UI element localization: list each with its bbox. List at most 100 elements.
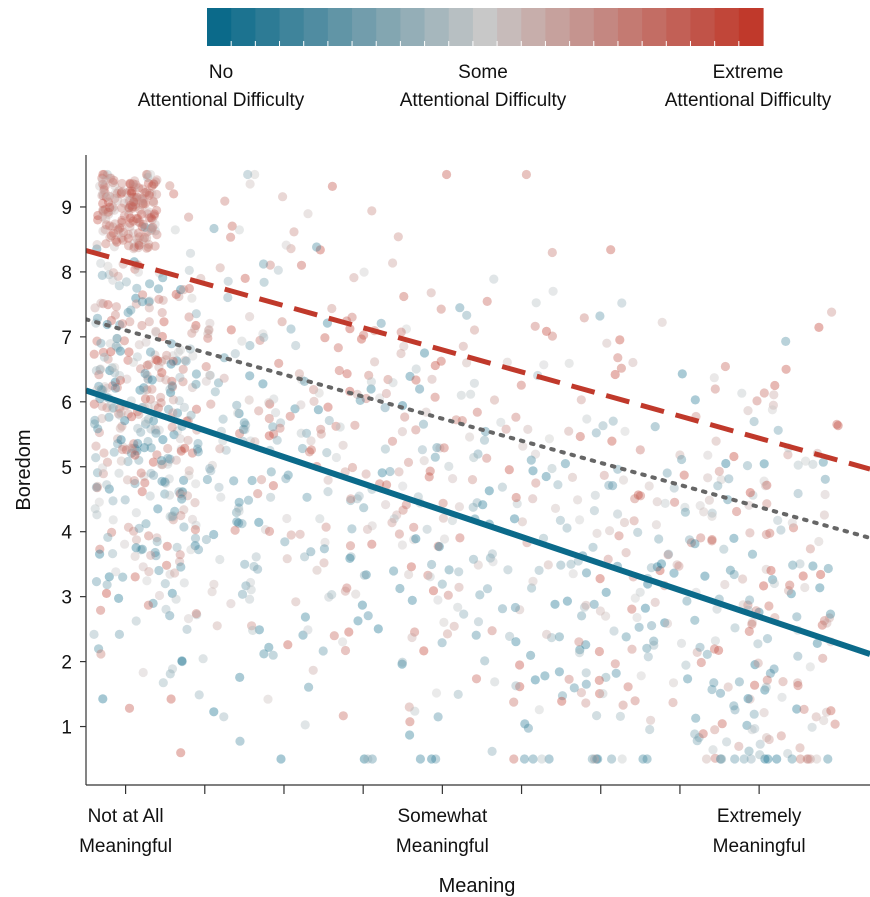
data-point bbox=[167, 588, 177, 599]
data-point bbox=[92, 481, 102, 491]
data-point bbox=[617, 298, 627, 308]
data-point bbox=[235, 672, 245, 683]
data-point bbox=[419, 456, 429, 466]
data-point bbox=[134, 232, 145, 242]
data-point bbox=[389, 514, 399, 524]
data-point bbox=[479, 435, 490, 445]
data-point bbox=[643, 652, 653, 662]
data-point bbox=[334, 365, 344, 376]
data-point bbox=[109, 242, 119, 252]
data-point bbox=[415, 384, 425, 394]
data-point bbox=[650, 422, 660, 432]
data-point bbox=[91, 577, 102, 587]
data-point bbox=[116, 456, 126, 466]
data-point bbox=[447, 515, 457, 526]
data-point bbox=[607, 436, 617, 446]
data-point bbox=[387, 436, 398, 446]
data-point bbox=[710, 636, 721, 646]
data-point bbox=[762, 499, 772, 509]
data-point bbox=[110, 377, 120, 387]
data-point bbox=[142, 243, 152, 253]
data-point bbox=[296, 260, 307, 270]
data-point bbox=[346, 494, 356, 504]
data-point bbox=[168, 351, 178, 361]
data-point bbox=[488, 557, 498, 567]
data-point bbox=[321, 522, 331, 532]
data-point bbox=[241, 581, 251, 591]
data-point bbox=[144, 317, 154, 327]
data-point bbox=[129, 242, 139, 252]
data-point bbox=[102, 580, 112, 590]
data-point bbox=[109, 447, 119, 457]
data-point bbox=[381, 500, 391, 510]
data-point bbox=[157, 476, 167, 486]
data-point bbox=[607, 754, 617, 764]
data-point bbox=[786, 589, 796, 599]
data-point bbox=[690, 539, 700, 549]
data-point bbox=[716, 475, 726, 485]
data-point bbox=[118, 186, 128, 196]
data-point bbox=[103, 354, 113, 364]
data-point bbox=[108, 222, 118, 232]
data-point bbox=[149, 209, 159, 219]
data-point bbox=[178, 377, 188, 387]
data-point bbox=[259, 277, 269, 287]
data-point bbox=[675, 450, 685, 460]
data-point bbox=[745, 488, 755, 498]
data-point bbox=[118, 235, 128, 245]
data-point bbox=[471, 674, 482, 684]
data-point bbox=[720, 579, 730, 590]
data-point bbox=[707, 535, 717, 545]
data-point bbox=[162, 350, 172, 360]
data-point bbox=[747, 549, 758, 559]
data-point bbox=[167, 376, 177, 386]
data-point bbox=[592, 711, 602, 721]
data-point bbox=[110, 189, 120, 199]
data-point bbox=[148, 222, 158, 232]
data-point bbox=[469, 452, 479, 463]
data-point bbox=[133, 243, 143, 253]
data-point bbox=[205, 463, 215, 474]
data-point bbox=[324, 592, 334, 602]
data-point bbox=[521, 169, 532, 180]
data-point bbox=[98, 226, 108, 236]
data-point bbox=[153, 403, 163, 413]
data-point bbox=[404, 702, 414, 712]
data-point bbox=[618, 475, 629, 485]
data-point bbox=[97, 175, 108, 185]
data-point bbox=[359, 754, 369, 764]
data-point bbox=[164, 474, 174, 484]
data-point bbox=[93, 210, 103, 221]
data-point bbox=[749, 416, 759, 427]
data-point bbox=[619, 517, 630, 528]
data-point bbox=[644, 481, 654, 491]
data-point bbox=[574, 648, 585, 658]
data-point bbox=[243, 169, 253, 180]
data-point bbox=[100, 180, 111, 191]
data-point bbox=[138, 385, 149, 395]
data-point bbox=[137, 209, 147, 219]
data-point bbox=[323, 402, 333, 412]
data-point bbox=[345, 553, 355, 564]
data-point bbox=[742, 720, 752, 731]
data-point bbox=[129, 238, 139, 248]
data-point bbox=[152, 536, 162, 547]
data-point bbox=[312, 242, 322, 252]
colorbar-segment bbox=[642, 8, 667, 46]
data-point bbox=[707, 511, 717, 521]
data-point bbox=[171, 594, 181, 604]
data-point bbox=[650, 597, 660, 608]
data-point bbox=[240, 425, 250, 435]
data-point bbox=[467, 475, 478, 485]
data-point bbox=[793, 678, 803, 688]
data-point bbox=[163, 453, 173, 463]
data-point bbox=[573, 495, 583, 505]
data-point bbox=[100, 204, 110, 214]
data-point bbox=[509, 754, 519, 764]
data-point bbox=[187, 293, 197, 303]
data-point bbox=[497, 604, 508, 614]
data-point bbox=[183, 614, 194, 624]
data-point bbox=[143, 209, 153, 219]
data-point bbox=[152, 533, 162, 543]
data-point bbox=[165, 490, 175, 500]
